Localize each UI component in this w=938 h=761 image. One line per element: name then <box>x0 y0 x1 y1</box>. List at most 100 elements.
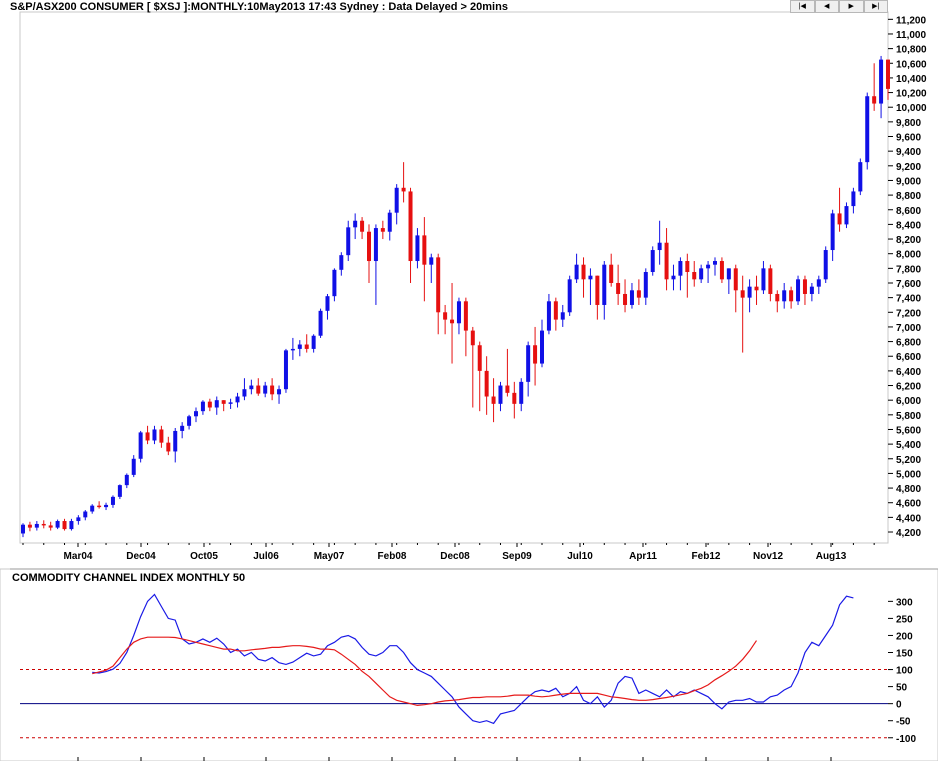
candle-body <box>775 293 780 302</box>
candle-body <box>27 524 32 528</box>
candle-body <box>110 496 115 505</box>
y-tick-label: 10,800 <box>896 45 927 56</box>
y-tick-label: 9,800 <box>896 118 921 129</box>
price-panel-frame <box>19 11 889 544</box>
y-tick-label: 7,400 <box>896 294 921 305</box>
y-tick-label: 6,200 <box>896 382 921 393</box>
candle-body <box>228 402 233 404</box>
candle-body <box>263 385 268 394</box>
indicator-panel-frame <box>0 568 938 761</box>
candle-body <box>69 521 74 530</box>
candle-body <box>512 392 517 404</box>
candle-body <box>789 290 794 302</box>
candle-body <box>837 213 842 225</box>
x-tick-label: Dec04 <box>126 551 156 562</box>
candle-body <box>872 96 877 104</box>
candle-body <box>131 458 136 475</box>
candle-body <box>533 345 538 364</box>
candle-body <box>450 319 455 324</box>
y-tick-label: 6,600 <box>896 352 921 363</box>
candle-body <box>733 268 738 291</box>
candle-body <box>325 296 330 311</box>
y-tick-label: 7,200 <box>896 308 921 319</box>
candle-body <box>740 290 745 298</box>
cci-y-tick-label: -50 <box>896 717 911 728</box>
candle-body <box>373 228 378 262</box>
first-icon[interactable]: |◀ <box>790 0 815 13</box>
candle-body <box>685 261 690 273</box>
candle-body <box>886 59 890 89</box>
y-tick-label: 5,000 <box>896 469 921 480</box>
candle-body <box>353 220 358 228</box>
candle-body <box>124 474 129 486</box>
candle-body <box>387 212 392 232</box>
chart-title: S&P/ASX200 CONSUMER [ $XSJ ]:MONTHLY:10M… <box>10 1 508 13</box>
x-tick-label: Mar04 <box>64 551 93 562</box>
y-tick-label: 9,000 <box>896 176 921 187</box>
candle-body <box>830 213 835 251</box>
candle-body <box>166 442 171 452</box>
y-tick-label: 5,400 <box>896 440 921 451</box>
cci-y-tick-label: 300 <box>896 597 913 608</box>
prev-icon[interactable]: ◀ <box>814 0 839 13</box>
candle-body <box>117 485 122 497</box>
candle-body <box>560 312 565 320</box>
candle-body <box>809 286 814 294</box>
candle-body <box>83 511 88 518</box>
candle-body <box>796 279 801 302</box>
y-tick-label: 8,800 <box>896 191 921 202</box>
cci-y-tick-label: 50 <box>896 683 908 694</box>
candle-body <box>595 275 600 305</box>
y-tick-label: 10,400 <box>896 74 927 85</box>
candle-body <box>567 279 572 313</box>
candle-body <box>616 282 621 294</box>
candle-body <box>256 385 261 394</box>
candle-body <box>851 191 856 207</box>
candle-body <box>858 162 863 192</box>
x-tick-label: Sep09 <box>502 551 532 562</box>
candle-body <box>719 261 724 280</box>
cci-y-tick-label: -100 <box>896 734 916 745</box>
x-tick-label: May07 <box>314 551 345 562</box>
candle-body <box>318 310 323 336</box>
y-tick-label: 6,000 <box>896 396 921 407</box>
candle-body <box>664 242 669 280</box>
candle-body <box>581 264 586 280</box>
candle-body <box>145 432 150 441</box>
next-icon[interactable]: ▶ <box>839 0 864 13</box>
chart-navigation: |◀ ◀ ▶ ▶| <box>790 0 888 13</box>
candle-body <box>754 286 759 291</box>
candle-body <box>484 370 489 397</box>
y-tick-label: 4,200 <box>896 528 921 539</box>
x-tick-label: Dec08 <box>440 551 470 562</box>
candle-body <box>706 264 711 269</box>
candle-body <box>242 389 247 397</box>
cci-y-tick-label: 150 <box>896 649 913 660</box>
candle-body <box>221 400 226 404</box>
last-icon[interactable]: ▶| <box>863 0 888 13</box>
candle-body <box>768 268 773 294</box>
candle-body <box>104 504 109 508</box>
y-tick-label: 8,200 <box>896 235 921 246</box>
x-tick-label: Nov12 <box>753 551 783 562</box>
candle-body <box>214 400 219 408</box>
candle-body <box>761 268 766 291</box>
candle-body <box>463 301 468 331</box>
x-tick-label: Jul10 <box>567 551 593 562</box>
candle-body <box>436 257 441 313</box>
y-tick-label: 5,200 <box>896 455 921 466</box>
candle-body <box>283 350 288 390</box>
y-tick-label: 5,600 <box>896 425 921 436</box>
x-tick-label: Feb12 <box>692 551 721 562</box>
candle-body <box>21 524 25 534</box>
candle-body <box>346 227 351 256</box>
candle-body <box>173 430 178 452</box>
candle-body <box>360 220 365 232</box>
candle-body <box>629 290 634 305</box>
candle-body <box>187 416 192 426</box>
candle-body <box>477 345 482 371</box>
candle-body <box>699 268 704 280</box>
candle-body <box>270 385 275 395</box>
y-tick-label: 6,400 <box>896 367 921 378</box>
candle-body <box>62 521 67 530</box>
